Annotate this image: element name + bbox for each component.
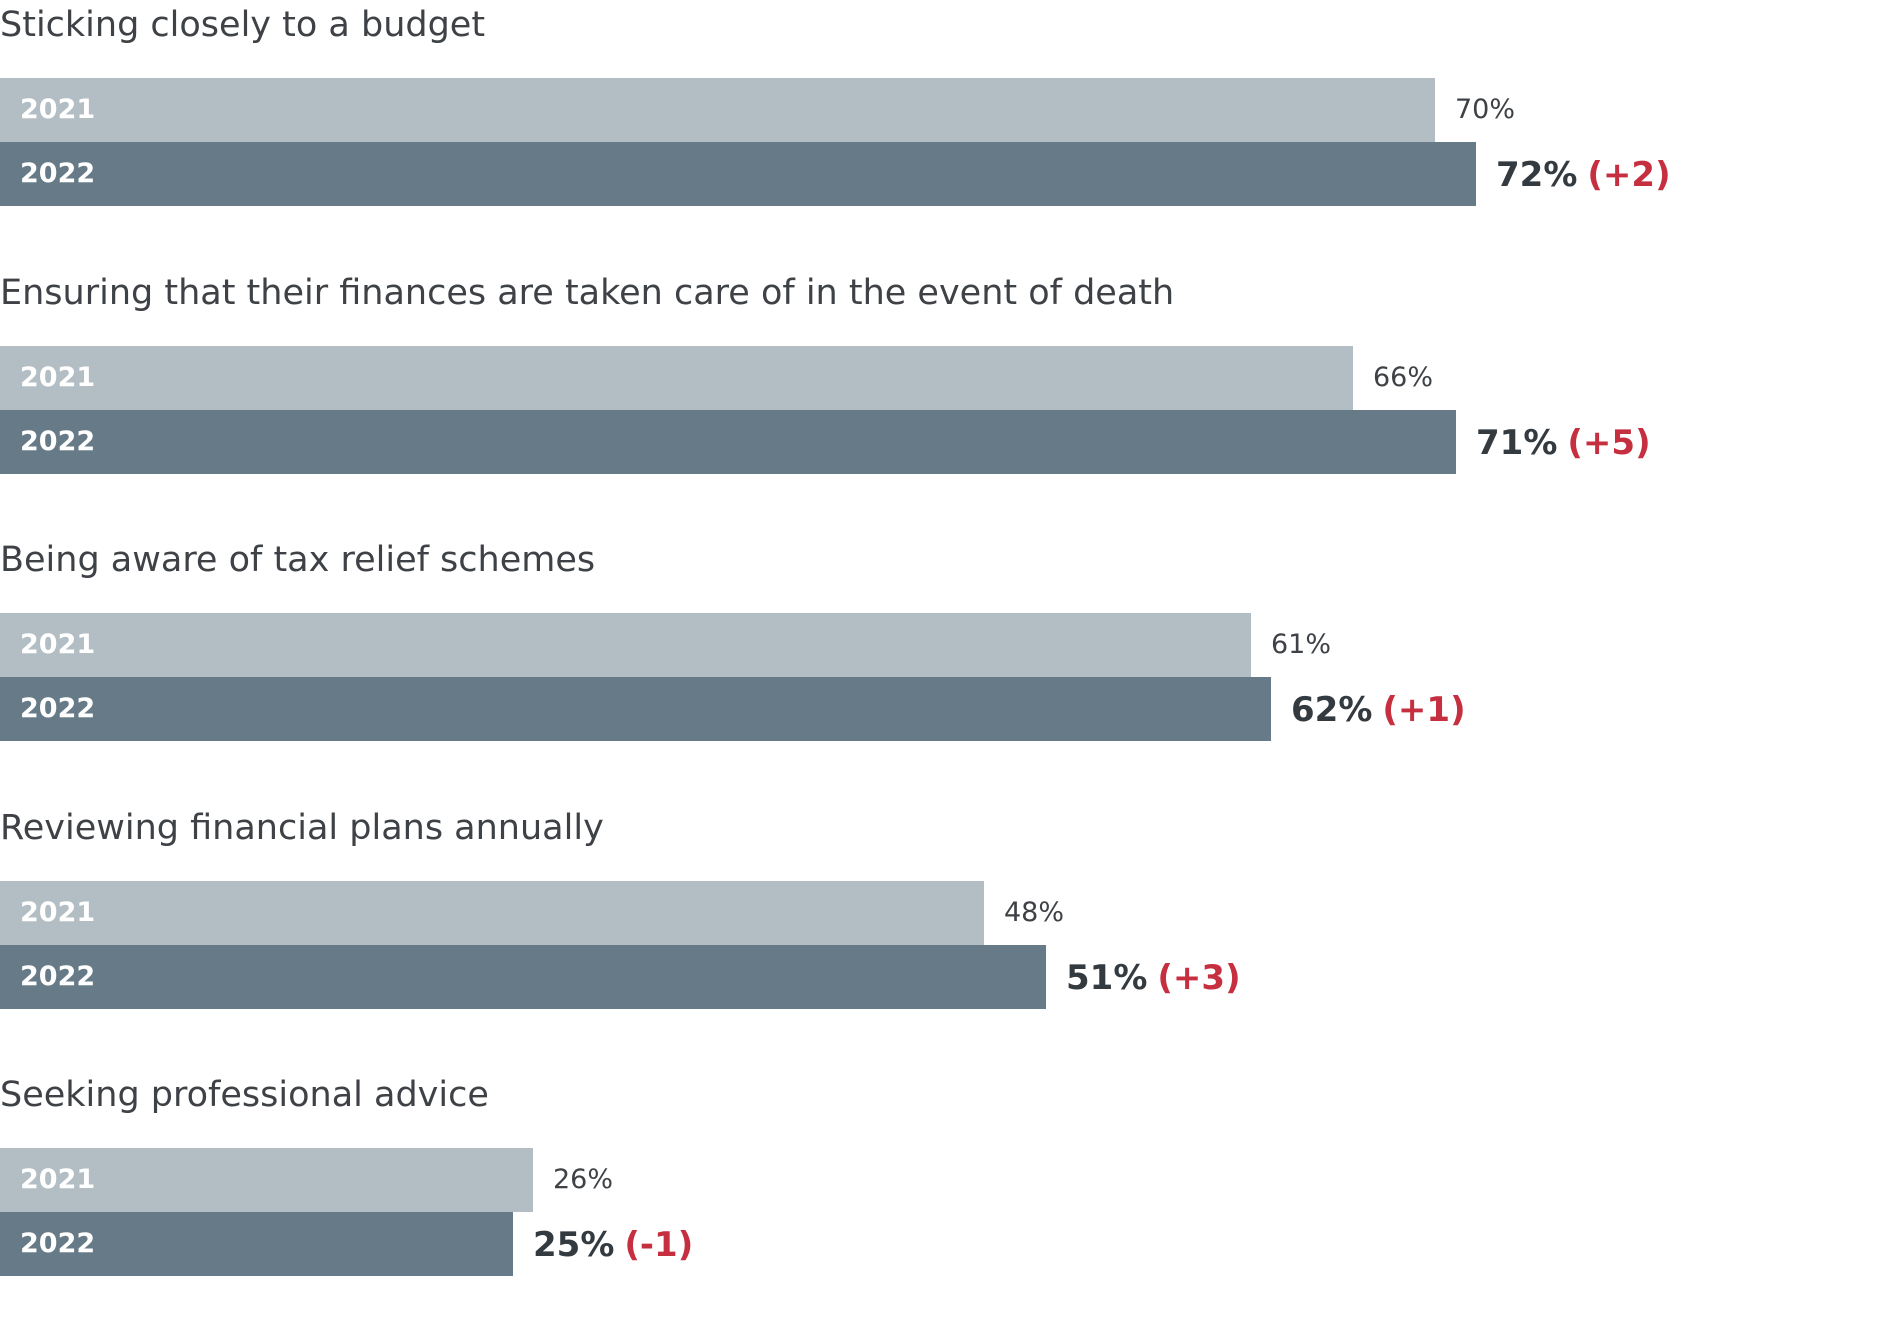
change-label: (+3) bbox=[1157, 957, 1241, 998]
bar-2022: 2022 bbox=[0, 677, 1271, 741]
value-2022: 62% bbox=[1291, 690, 1373, 730]
value-label-2022: 51% (+3) bbox=[1066, 945, 1241, 1011]
chart: Sticking closely to a budget 2021 70% 2022 7… bbox=[0, 0, 1880, 1276]
value-label-2021: 66% bbox=[1373, 361, 1434, 393]
bar-2021: 2021 bbox=[0, 78, 1435, 142]
bar-2021: 2021 bbox=[0, 613, 1251, 677]
category-label: Being aware of tax relief schemes bbox=[0, 540, 596, 580]
bar-year-label: 2022 bbox=[20, 1228, 96, 1259]
change-label: (+5) bbox=[1567, 422, 1651, 463]
change-label: (+1) bbox=[1382, 690, 1466, 730]
category-group: Reviewing financial plans annually 2021 48… bbox=[0, 803, 1880, 1069]
bar-year-label: 2021 bbox=[20, 94, 96, 125]
category-label: Seeking professional advice bbox=[0, 1075, 489, 1115]
bar-year-label: 2021 bbox=[20, 896, 96, 928]
value-label-2021: 26% bbox=[553, 1164, 614, 1195]
value-label-2022: 71% (+5) bbox=[1476, 410, 1651, 476]
category-group: Sticking closely to a budget 2021 70% 2022 7… bbox=[0, 0, 1880, 266]
bar-2021: 2021 bbox=[0, 880, 984, 945]
bar-year-label: 2021 bbox=[20, 1164, 96, 1195]
change-label: (+2) bbox=[1587, 155, 1671, 195]
category-group: Being aware of tax relief schemes 2021 61%… bbox=[0, 535, 1880, 801]
value-2022: 71% bbox=[1476, 422, 1558, 463]
bar-2022: 2022 bbox=[0, 142, 1476, 206]
bar-year-label: 2022 bbox=[20, 693, 96, 724]
value-label-2021: 48% bbox=[1004, 896, 1065, 928]
value-2022: 25% bbox=[533, 1225, 615, 1265]
value-label-2022: 72% (+2) bbox=[1496, 142, 1671, 208]
bar-2022: 2022 bbox=[0, 944, 1046, 1009]
bar-2022: 2022 bbox=[0, 409, 1456, 474]
category-group: Ensuring that their finances are taken c… bbox=[0, 268, 1880, 534]
bar-2022: 2022 bbox=[0, 1212, 513, 1276]
bar-year-label: 2021 bbox=[20, 361, 96, 393]
value-label-2022: 25% (-1) bbox=[533, 1212, 693, 1278]
value-label-2021: 61% bbox=[1271, 629, 1332, 660]
value-label-2022: 62% (+1) bbox=[1291, 677, 1466, 743]
bar-2021: 2021 bbox=[0, 1148, 533, 1212]
value-label-2021: 70% bbox=[1455, 94, 1516, 125]
bar-2021: 2021 bbox=[0, 345, 1353, 410]
bar-year-label: 2022 bbox=[20, 960, 96, 992]
category-label: Reviewing financial plans annually bbox=[0, 807, 604, 848]
bar-year-label: 2022 bbox=[20, 425, 96, 457]
change-label: (-1) bbox=[624, 1225, 694, 1265]
category-label: Sticking closely to a budget bbox=[0, 5, 486, 45]
bar-year-label: 2021 bbox=[20, 629, 96, 660]
category-label: Ensuring that their finances are taken c… bbox=[0, 272, 1175, 313]
value-2022: 51% bbox=[1066, 957, 1148, 998]
value-2022: 72% bbox=[1496, 155, 1578, 195]
bar-year-label: 2022 bbox=[20, 158, 96, 189]
category-group: Seeking professional advice 2021 26% 2022 25… bbox=[0, 1070, 1880, 1336]
